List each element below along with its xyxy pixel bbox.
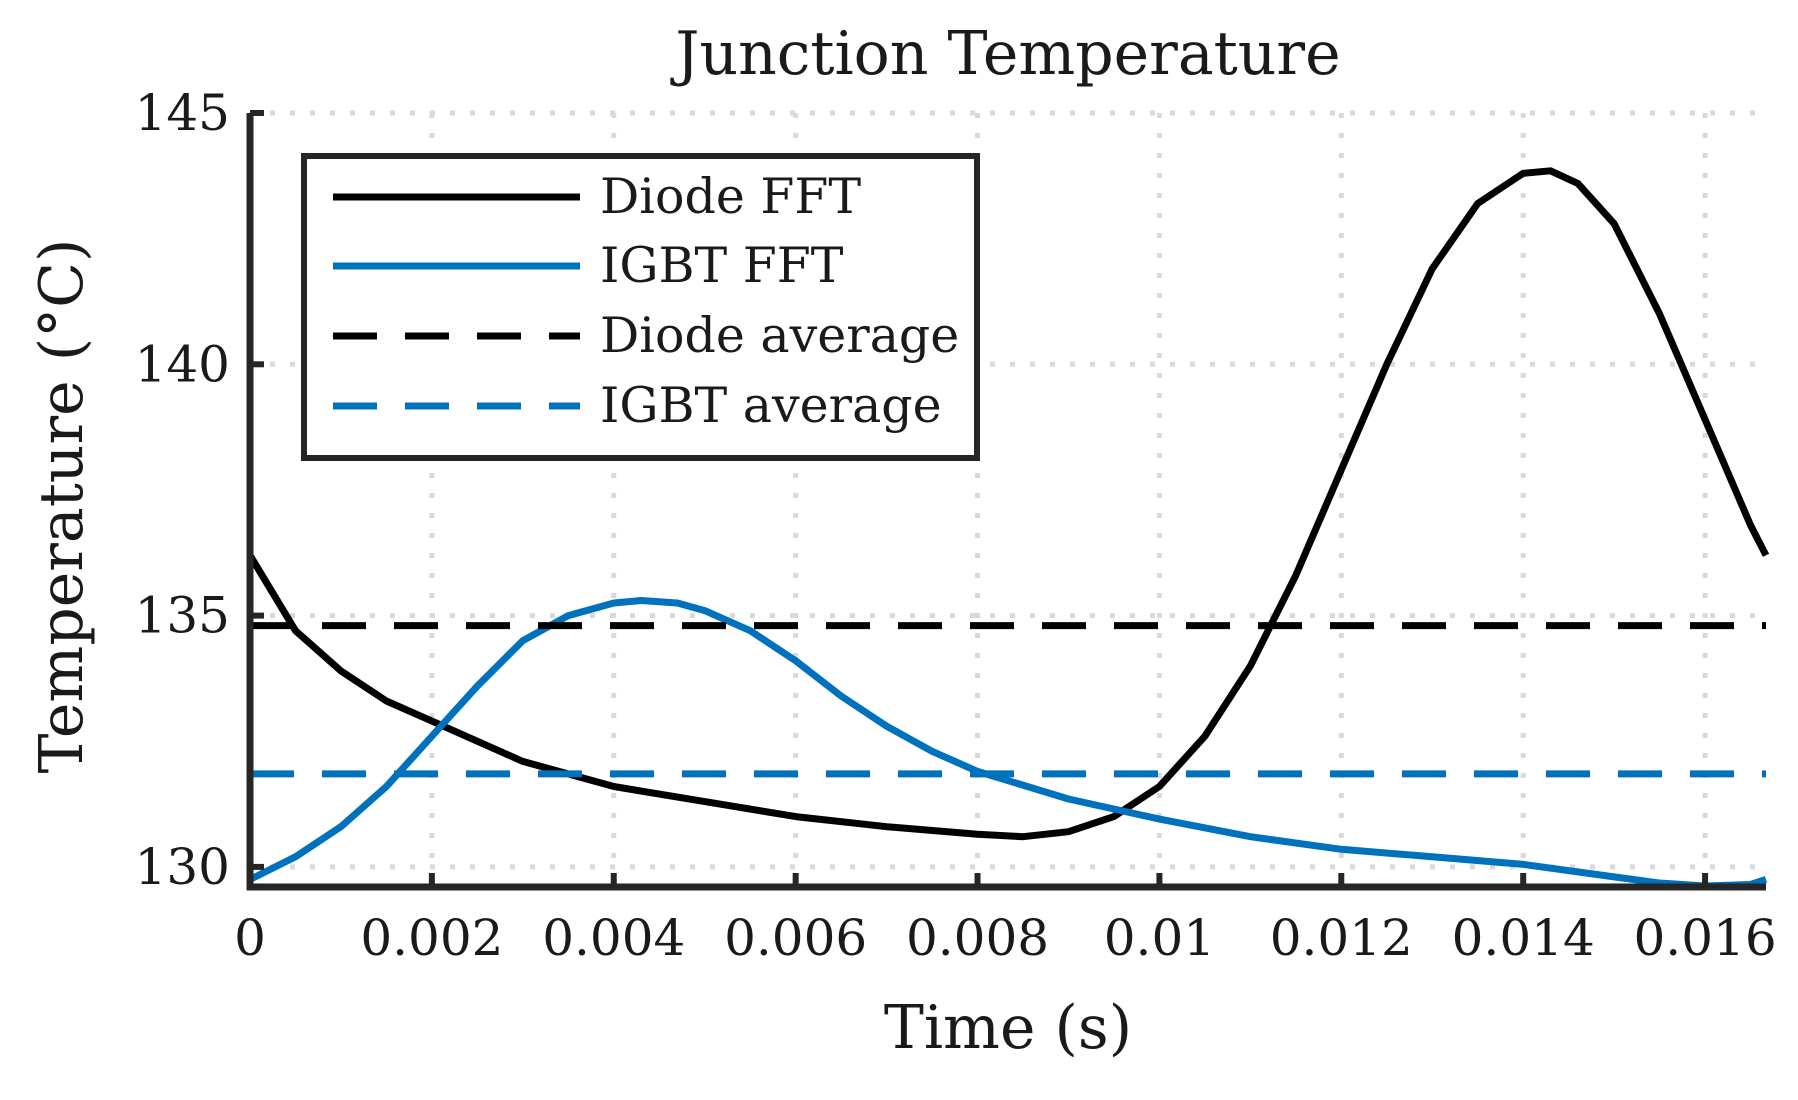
chart-title: Junction Temperature: [669, 19, 1340, 89]
y-tick-label: 145: [135, 84, 230, 142]
legend-label: Diode FFT: [600, 168, 861, 225]
x-tick-label: 0.012: [1270, 909, 1413, 967]
x-tick-label: 0.01: [1104, 909, 1215, 967]
y-tick-label: 140: [135, 335, 230, 393]
x-tick-label: 0.016: [1633, 909, 1776, 967]
tick-labels: 0 0.002 0.004 0.006 0.008 0.01 0.012 0.014 0.016…: [135, 84, 1777, 967]
x-tick-label: 0.004: [542, 909, 685, 967]
axes: [246, 110, 1766, 891]
x-tick-label: 0.008: [906, 909, 1049, 967]
legend-label: IGBT FFT: [600, 237, 844, 294]
x-tick-label: 0.006: [724, 909, 867, 967]
x-axis-title: Time (s): [884, 993, 1132, 1063]
y-tick-label: 130: [135, 838, 230, 896]
series-diode-fft: [247, 167, 1770, 841]
y-axis-title: Temperature (°C): [27, 239, 97, 774]
series-igbt-fft: [248, 597, 1768, 890]
x-tick-label: 0.014: [1452, 909, 1595, 967]
series-lines: [247, 167, 1770, 890]
legend: Diode FFT IGBT FFT Diode average IGBT avera…: [301, 153, 980, 461]
x-tick-label: 0.002: [360, 909, 503, 967]
legend-label: IGBT average: [600, 377, 942, 434]
y-tick-label: 135: [135, 587, 230, 645]
x-tick-label: 0: [234, 909, 266, 967]
legend-label: Diode average: [600, 307, 959, 364]
